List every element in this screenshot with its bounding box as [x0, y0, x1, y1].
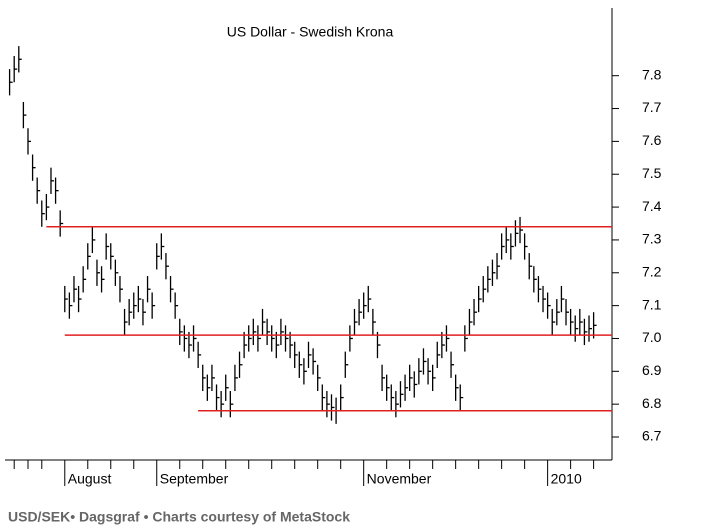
- y-tick-label: 7.4: [642, 198, 662, 214]
- x-tick-label: August: [68, 471, 112, 487]
- x-tick-label: November: [367, 471, 432, 487]
- y-tick-label: 7.7: [642, 99, 662, 115]
- y-tick-label: 7.5: [642, 165, 662, 181]
- x-tick-label: 2010: [551, 471, 582, 487]
- y-tick-label: 7.2: [642, 263, 662, 279]
- y-tick-label: 6.9: [642, 362, 662, 378]
- y-tick-label: 7.6: [642, 132, 662, 148]
- y-tick-label: 6.7: [642, 428, 662, 444]
- y-tick-label: 6.8: [642, 395, 662, 411]
- y-tick-label: 7.0: [642, 329, 662, 345]
- caption: USD/SEK• Dagsgraf • Charts courtesy of M…: [8, 509, 350, 525]
- y-tick-label: 7.8: [642, 66, 662, 82]
- y-tick-label: 7.3: [642, 231, 662, 247]
- x-tick-label: September: [160, 471, 229, 487]
- chart-title: US Dollar - Swedish Krona: [227, 24, 394, 40]
- y-tick-label: 7.1: [642, 296, 662, 312]
